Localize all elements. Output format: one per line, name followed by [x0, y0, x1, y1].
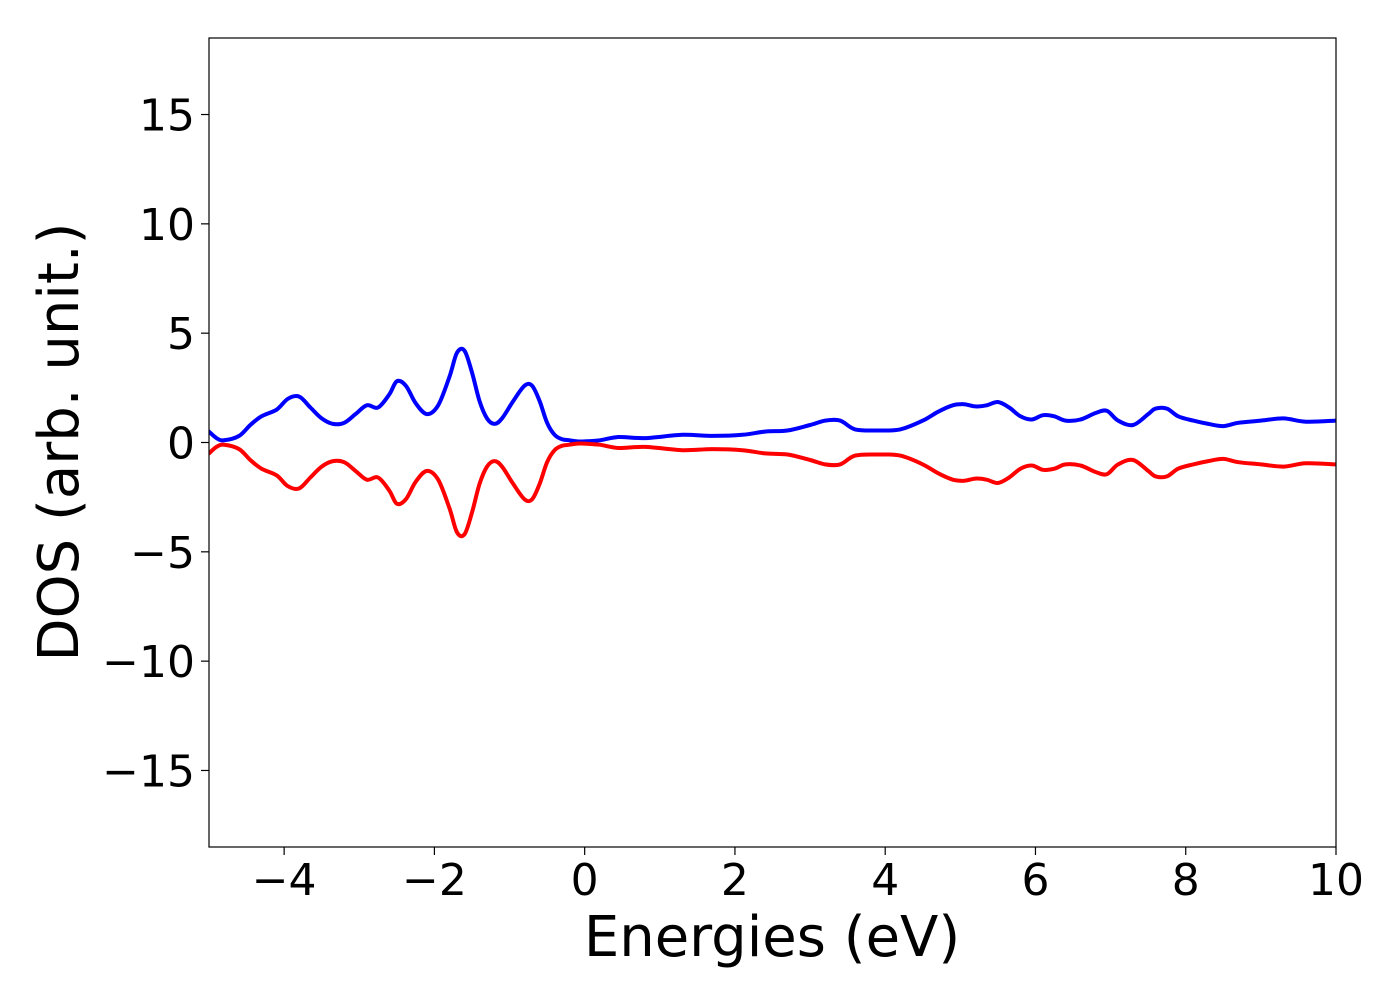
- x-tick-label: 2: [721, 855, 749, 906]
- plot-frame: [208, 37, 1337, 848]
- x-tick-label: −4: [252, 855, 317, 906]
- y-tick-label: 15: [139, 91, 195, 142]
- y-axis-label: DOS (arb. unit.): [27, 222, 92, 661]
- x-tick-label: −2: [402, 855, 467, 906]
- y-tick-label: −10: [102, 637, 195, 688]
- series-layer: [209, 346, 1336, 539]
- x-axis-label: Energies (eV): [584, 905, 960, 970]
- y-tick-label: −15: [102, 746, 195, 797]
- y-tick-label: 10: [139, 200, 195, 251]
- ticks-layer: −4 −2 0 2 4 6 8 10 −15 −10 −5 0 5 10 15: [102, 91, 1364, 906]
- x-tick-label: 6: [1021, 855, 1049, 906]
- y-tick-label: −5: [130, 528, 195, 579]
- y-tick-label: 0: [167, 419, 195, 470]
- x-tick-label: 0: [571, 855, 599, 906]
- dos-line-blue: [209, 346, 1336, 444]
- x-tick-label: 8: [1172, 855, 1200, 906]
- dos-line-red: [209, 441, 1336, 539]
- y-tick-label: 5: [167, 309, 195, 360]
- x-tick-label: 4: [871, 855, 899, 906]
- x-tick-label: 10: [1308, 855, 1364, 906]
